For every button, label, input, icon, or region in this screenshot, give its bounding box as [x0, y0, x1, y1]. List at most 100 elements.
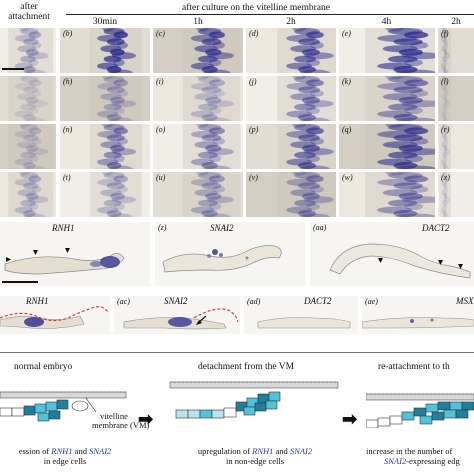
stain-blob [286, 82, 316, 90]
stain-blob [20, 28, 39, 35]
stain-blob [116, 137, 128, 145]
stain-blob [205, 144, 222, 152]
caption-stage1: ession of RNH1 and SNAI2 in edge cells [0, 446, 130, 466]
panel-label: (p) [249, 125, 259, 134]
caption-stage2-line1: upregulation of RNH1 and SNAI2 [180, 446, 330, 456]
stain-blob [443, 66, 447, 73]
stain-pattern [182, 76, 241, 121]
stain-blob [309, 89, 324, 97]
stain-blob [14, 110, 33, 118]
stain-blob [298, 134, 320, 142]
stage1-diagram [0, 391, 127, 422]
stain-blob [290, 189, 316, 197]
stain-blob [286, 178, 316, 186]
stain-blob [208, 31, 225, 39]
stain-blob [203, 165, 231, 169]
stain-blob [443, 117, 449, 121]
stain-blob [443, 210, 447, 217]
stain-blob [443, 134, 448, 142]
col0-header: after attachment [0, 2, 58, 22]
stain-blob [208, 175, 225, 183]
stain-blob [205, 96, 222, 104]
stain-blob [396, 117, 435, 121]
stain-blob [298, 114, 316, 121]
stain-blob [18, 28, 29, 32]
stain-blob [24, 117, 46, 121]
stain-blob [108, 165, 133, 169]
stain-blob [106, 86, 125, 94]
stain-blob [445, 41, 448, 49]
stain-blob [300, 213, 330, 217]
stain-blob [28, 79, 42, 87]
caption-stage3-line2: SNAI2-expressing edg [366, 456, 474, 466]
stain-blob [113, 79, 128, 87]
stain-blob [306, 79, 324, 87]
panel-z: (z) SNAI2 [155, 222, 305, 286]
stain-blob [298, 162, 316, 169]
stain-blob [108, 213, 133, 217]
stain-pattern [8, 172, 54, 217]
stain-blob [201, 210, 218, 217]
panel-label-ae: (ae) [365, 297, 378, 306]
stain-blob [28, 127, 42, 135]
stain-blob [27, 148, 49, 156]
stain-blob [25, 144, 39, 152]
stain-blob [404, 79, 429, 87]
stain-blob [190, 178, 218, 186]
col0-header-line2: attachment [8, 12, 50, 22]
stain-blob [409, 89, 429, 97]
stain-blob [409, 185, 429, 193]
stain-blob [102, 124, 114, 128]
stain-blob [108, 69, 133, 73]
stain-pattern [277, 76, 336, 121]
stain-blob [102, 76, 114, 80]
stain-blob [31, 137, 42, 145]
stain-blob [444, 127, 448, 135]
stain-blob [300, 165, 330, 169]
stain-blob [106, 182, 125, 190]
caption-stage3-line1: increase in the number of [366, 446, 453, 456]
caption-stage2: upregulation of RNH1 and SNAI2 in non-ed… [180, 446, 330, 466]
stain-blob [208, 155, 222, 163]
caption-stage1-mid: and [72, 446, 90, 456]
micrograph-tile: (u) [153, 172, 243, 217]
stain-pattern [89, 172, 142, 217]
stain-blob [24, 165, 46, 169]
stain-pattern [439, 172, 451, 217]
stain-blob [393, 114, 418, 121]
stain-blob [25, 96, 39, 104]
stain-blob [396, 165, 435, 169]
stain-blob [23, 114, 36, 121]
panel-label: (h) [63, 77, 73, 86]
stain-blob [304, 196, 334, 204]
stain-blob [300, 117, 330, 121]
arrow-1: ➡ [138, 409, 154, 429]
caption-stage2-gene1: RNH1 [252, 446, 274, 456]
stain-blob [196, 172, 209, 176]
stain-blob [106, 210, 122, 217]
micrograph-tile: (t) [60, 172, 150, 217]
caption-stage2-gene2: SNAI2 [289, 446, 313, 456]
stain-blob [25, 192, 39, 200]
stain-pattern [277, 172, 336, 217]
stain-blob [28, 107, 39, 115]
stain-blob [190, 130, 218, 138]
gene-label-ae: MSX [456, 296, 474, 306]
col0-header-line1: after [20, 2, 38, 12]
stain-blob [201, 134, 222, 142]
stain-blob [212, 137, 225, 145]
stain-blob [14, 178, 36, 186]
caption-stage1-pre: ession of [18, 446, 52, 456]
stain-blob [398, 96, 423, 104]
stain-blob [306, 127, 324, 135]
stain-blob [208, 127, 225, 135]
stain-blob [441, 110, 446, 118]
stain-blob [404, 175, 429, 183]
vm-label: vitelline membrane (VM) [92, 412, 149, 430]
stain-blob [442, 124, 445, 128]
stage2-title: detachment from the VM [198, 362, 295, 372]
micrograph-tile: (n) [60, 124, 150, 169]
panel-y: RNH1 [0, 222, 150, 286]
stain-blob [201, 86, 222, 94]
stain-blob [14, 130, 36, 138]
